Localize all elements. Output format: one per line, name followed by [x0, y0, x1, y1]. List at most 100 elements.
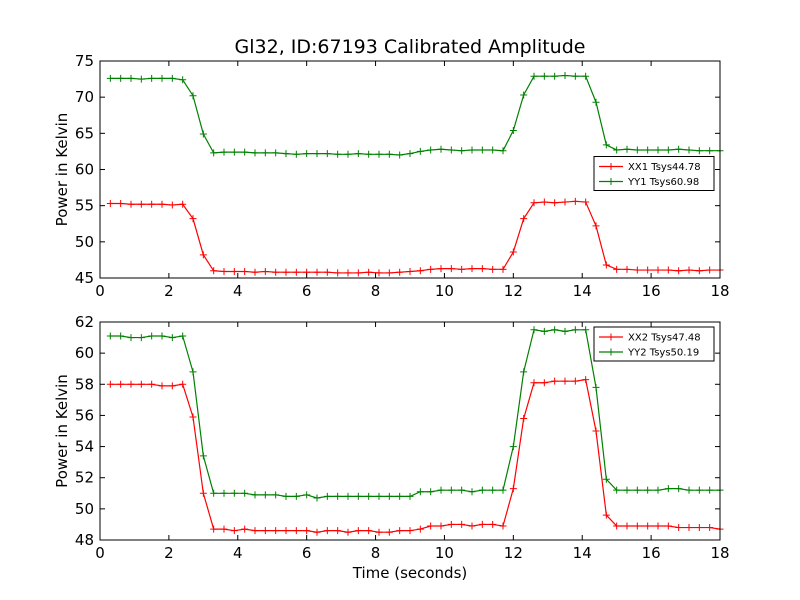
- y-tick-label: 56: [75, 406, 94, 424]
- data-point: [241, 489, 249, 497]
- data-point: [334, 492, 342, 500]
- data-point: [644, 522, 652, 530]
- x-tick-label: 8: [371, 544, 381, 562]
- data-point: [540, 72, 548, 80]
- data-point: [137, 75, 145, 83]
- data-point: [189, 413, 197, 421]
- data-point: [582, 326, 590, 334]
- y-tick-label: 62: [75, 313, 94, 331]
- data-point: [458, 486, 466, 494]
- data-point: [158, 332, 166, 340]
- data-point: [602, 141, 610, 149]
- data-point: [344, 269, 352, 277]
- data-point: [261, 491, 269, 499]
- bottom-panel: 0 2 4 6 8 10 12 14 16 18 48 50 52 54 56 58 60 62 Power in …: [53, 313, 730, 562]
- data-point: [675, 145, 683, 153]
- data-point: [334, 527, 342, 535]
- data-point: [468, 146, 476, 154]
- data-point: [530, 326, 538, 334]
- data-point: [282, 150, 290, 158]
- data-point: [230, 527, 238, 535]
- data-point: [189, 92, 197, 100]
- y-tick-label: 60: [75, 344, 94, 362]
- data-point: [323, 268, 331, 276]
- data-point: [148, 200, 156, 208]
- data-point: [127, 74, 135, 82]
- data-point: [613, 522, 621, 530]
- x-tick-label: 18: [710, 544, 729, 562]
- data-point: [199, 130, 207, 138]
- data-point: [478, 486, 486, 494]
- data-point: [396, 268, 404, 276]
- data-point: [458, 147, 466, 155]
- data-point: [261, 149, 269, 157]
- data-point: [551, 377, 559, 385]
- data-point: [261, 527, 269, 535]
- data-point: [509, 485, 517, 493]
- data-point: [437, 145, 445, 153]
- data-point: [375, 269, 383, 277]
- data-point: [292, 268, 300, 276]
- x-tick-label: 10: [435, 282, 454, 300]
- data-point: [468, 522, 476, 530]
- data-point: [499, 265, 507, 273]
- data-point: [396, 527, 404, 535]
- data-point: [582, 72, 590, 80]
- data-point: [664, 146, 672, 154]
- data-point: [416, 488, 424, 496]
- data-point: [137, 380, 145, 388]
- data-point: [148, 380, 156, 388]
- data-point: [478, 265, 486, 273]
- top-panel: 0 2 4 6 8 10 12 14 16 18 45 50 55 60 65 70 75 Power in Ke…: [53, 52, 730, 300]
- data-point: [633, 522, 641, 530]
- data-point: [706, 524, 714, 532]
- data-point: [437, 486, 445, 494]
- data-point: [675, 524, 683, 532]
- x-tick-label: 14: [573, 544, 592, 562]
- x-tick-label: 16: [642, 544, 661, 562]
- data-point: [664, 485, 672, 493]
- data-point: [613, 486, 621, 494]
- legend-marker: [607, 348, 615, 356]
- data-point: [241, 267, 249, 275]
- data-point: [313, 528, 321, 536]
- data-point: [137, 200, 145, 208]
- data-point: [220, 489, 228, 497]
- data-point: [592, 383, 600, 391]
- data-point: [344, 492, 352, 500]
- data-point: [282, 268, 290, 276]
- x-tick-label: 16: [642, 282, 661, 300]
- data-point: [571, 197, 579, 205]
- data-point: [654, 146, 662, 154]
- data-point: [540, 198, 548, 206]
- data-point: [396, 492, 404, 500]
- data-point: [365, 150, 373, 158]
- x-tick-label: 8: [371, 282, 381, 300]
- data-point: [664, 522, 672, 530]
- data-point: [571, 377, 579, 385]
- data-point: [633, 146, 641, 154]
- data-point: [230, 489, 238, 497]
- data-point: [251, 491, 259, 499]
- data-point: [272, 491, 280, 499]
- legend-box: [593, 156, 715, 191]
- data-point: [210, 489, 218, 497]
- data-point: [241, 148, 249, 156]
- data-point: [385, 528, 393, 536]
- data-point: [303, 150, 311, 158]
- data-point: [292, 527, 300, 535]
- data-point: [168, 334, 176, 342]
- data-point: [385, 269, 393, 277]
- data-point: [695, 486, 703, 494]
- data-point: [520, 91, 528, 99]
- data-point: [406, 150, 414, 158]
- data-point: [179, 200, 187, 208]
- data-point: [623, 522, 631, 530]
- data-point: [509, 248, 517, 256]
- data-point: [447, 146, 455, 154]
- data-point: [520, 215, 528, 223]
- data-point: [261, 267, 269, 275]
- data-point: [654, 266, 662, 274]
- data-point: [644, 486, 652, 494]
- data-point: [447, 265, 455, 273]
